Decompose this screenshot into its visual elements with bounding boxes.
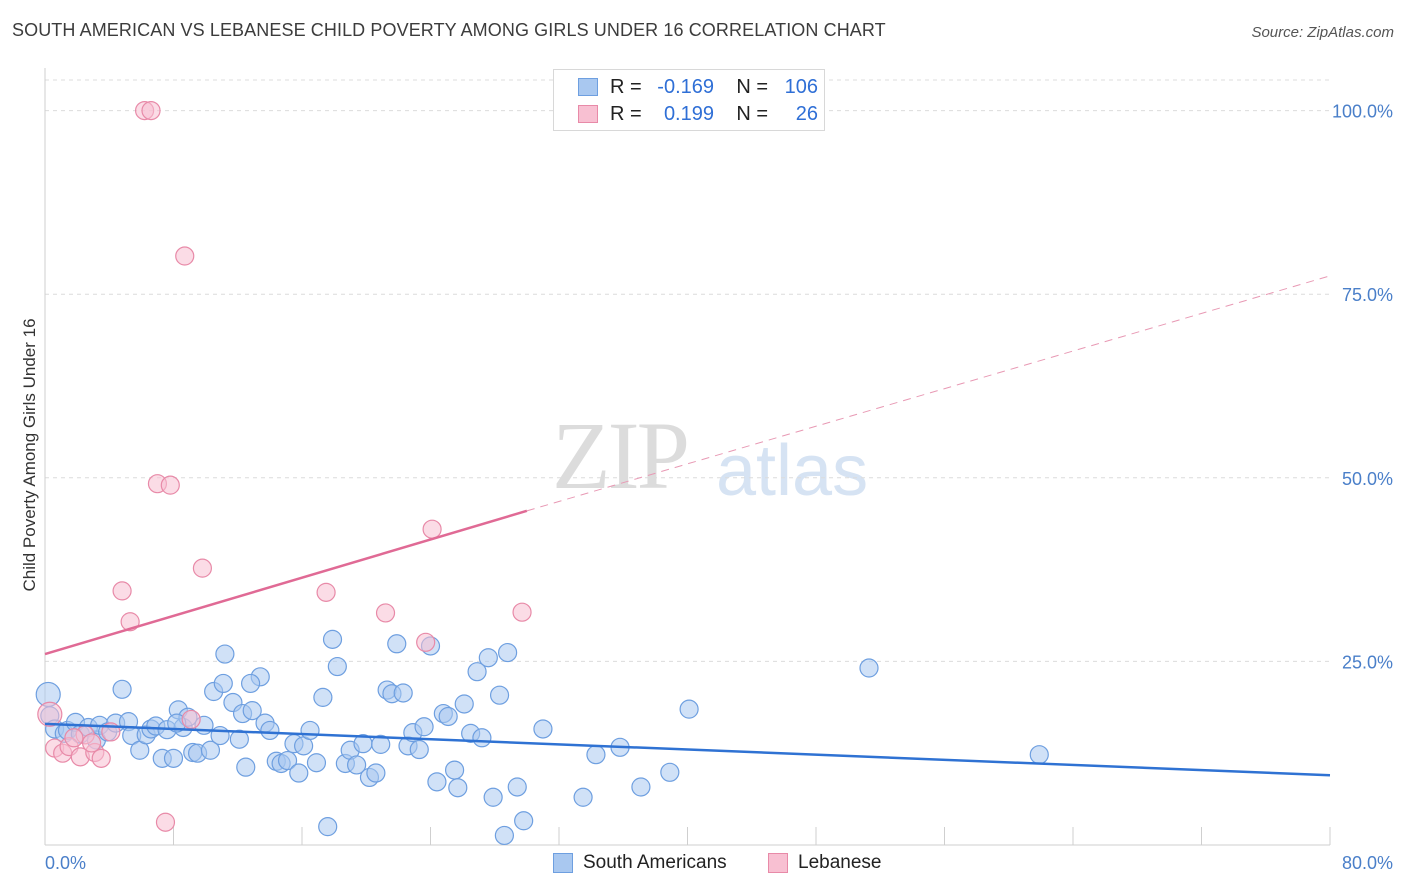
point-south-americans <box>229 729 249 749</box>
bottom-legend-swatch-south-americans <box>553 853 573 873</box>
point-south-americans <box>387 634 407 654</box>
point-south-americans <box>236 757 256 777</box>
point-south-americans <box>507 777 527 797</box>
point-south-americans <box>163 748 184 768</box>
legend-r-label: R = <box>610 75 642 98</box>
point-south-americans <box>318 817 338 837</box>
point-south-americans <box>241 673 261 694</box>
bottom-legend-label-south-americans: South Americans <box>583 852 727 873</box>
point-south-americans <box>472 728 492 748</box>
point-south-americans <box>306 753 327 773</box>
trendline-lebanese <box>44 509 528 656</box>
legend-n-label: N = <box>736 102 768 125</box>
point-south-americans <box>448 778 468 798</box>
point-south-americans <box>454 694 474 714</box>
point-lebanese <box>512 602 532 622</box>
bottom-legend-label-lebanese: Lebanese <box>798 852 882 873</box>
point-south-americans <box>200 740 221 760</box>
trendline-south-americans <box>44 722 1331 777</box>
point-south-americans <box>489 685 510 705</box>
point-south-americans <box>260 720 280 741</box>
point-south-americans <box>586 745 606 765</box>
point-lebanese <box>64 728 84 748</box>
bottom-legend-lebanese: Lebanese <box>768 852 881 874</box>
point-south-americans <box>409 739 429 760</box>
y-tick-label: 25.0% <box>1342 652 1393 672</box>
source-label: Source: ZipAtlas.com <box>1251 24 1394 41</box>
point-lebanese <box>91 748 111 768</box>
point-south-americans <box>322 629 343 649</box>
chart-title: SOUTH AMERICAN VS LEBANESE CHILD POVERTY… <box>12 20 886 40</box>
point-south-americans <box>210 725 230 746</box>
point-lebanese <box>112 581 132 601</box>
legend-n-label: N = <box>736 75 768 98</box>
point-south-americans <box>414 717 434 737</box>
x-tick-label: 0.0% <box>45 853 86 873</box>
legend-r-value: -0.169 <box>657 75 714 98</box>
point-south-americans <box>573 787 593 807</box>
point-south-americans <box>277 750 298 771</box>
point-lebanese <box>422 519 442 539</box>
point-south-americans <box>347 755 367 775</box>
point-south-americans <box>498 642 518 663</box>
bottom-legend-swatch-lebanese <box>768 853 788 873</box>
legend-n-value: 106 <box>784 75 818 98</box>
point-south-americans <box>438 706 458 727</box>
point-lebanese <box>141 100 161 121</box>
point-south-americans <box>300 720 320 741</box>
point-south-americans <box>215 644 235 664</box>
point-south-americans <box>1029 745 1049 765</box>
point-lebanese <box>181 709 201 730</box>
point-lebanese <box>155 812 176 832</box>
point-lebanese <box>175 246 195 266</box>
point-south-americans <box>859 658 879 678</box>
legend-r-value: 0.199 <box>663 102 714 125</box>
x-tick-label: 80.0% <box>1342 853 1393 873</box>
point-south-americans <box>327 656 347 677</box>
watermark-atlas: atlas <box>716 431 869 511</box>
point-south-americans <box>427 772 447 792</box>
watermark-zip: ZIP <box>552 402 690 509</box>
legend-n-value: 26 <box>795 102 818 125</box>
y-tick-label: 50.0% <box>1342 469 1393 489</box>
point-south-americans <box>631 777 651 797</box>
point-south-americans <box>112 679 132 699</box>
point-south-americans <box>313 687 333 707</box>
point-south-americans <box>444 760 465 780</box>
point-south-americans <box>483 787 503 807</box>
point-lebanese <box>316 582 336 602</box>
legend-swatch-south-americans <box>578 78 598 96</box>
point-south-americans <box>242 701 262 721</box>
point-south-americans <box>494 825 514 846</box>
point-south-americans <box>514 811 534 831</box>
point-lebanese <box>81 733 102 753</box>
point-south-americans <box>679 699 699 719</box>
legend-row-lebanese: R = 0.199 N = 26 <box>578 102 818 126</box>
point-south-americans <box>393 683 413 703</box>
point-south-americans <box>533 719 553 739</box>
point-south-americans <box>213 673 233 694</box>
point-south-americans <box>467 662 487 682</box>
y-tick-label: 100.0% <box>1332 102 1393 122</box>
point-lebanese <box>37 701 63 727</box>
stats-legend: R = -0.169 N = 106 R = 0.199 N = 26 <box>553 69 825 131</box>
legend-row-south-americans: R = -0.169 N = 106 <box>578 75 818 99</box>
point-south-americans <box>289 763 309 783</box>
point-lebanese <box>192 558 213 578</box>
point-lebanese <box>375 603 396 623</box>
point-south-americans <box>660 762 680 782</box>
point-lebanese <box>160 475 180 495</box>
y-tick-label: 75.0% <box>1342 285 1393 305</box>
bottom-legend-south-americans: South Americans <box>553 852 727 874</box>
point-south-americans <box>371 734 391 754</box>
legend-r-label: R = <box>610 102 642 125</box>
point-south-americans <box>366 763 386 783</box>
point-south-americans <box>478 648 498 668</box>
legend-swatch-lebanese <box>578 105 598 123</box>
point-lebanese <box>416 632 436 652</box>
trendline-extension-lebanese <box>526 275 1331 512</box>
